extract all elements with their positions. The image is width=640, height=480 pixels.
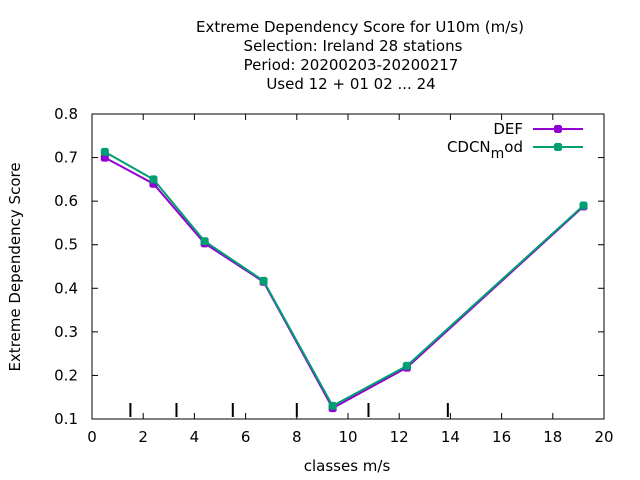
legend-label-cdcn-main: CDCN	[447, 138, 491, 156]
x-tick-label-10: 20	[594, 428, 613, 446]
series-layer	[100, 147, 588, 413]
legend-label-def: DEF	[493, 120, 523, 138]
y-axis: 0.1 0.2 0.3 0.4 0.5 0.6 0.7 0.8	[54, 105, 604, 428]
x-tick-label-4: 8	[292, 428, 302, 446]
legend-marker-cdcn	[554, 143, 562, 151]
legend-marker-point-0	[554, 125, 562, 133]
title-line-2: Selection: Ireland 28 stations	[244, 37, 463, 55]
y-tick-label-4: 0.5	[54, 236, 78, 254]
series-1	[100, 147, 588, 410]
legend-label-cdcn-sub: m	[491, 146, 505, 162]
series-1-point-6	[579, 201, 588, 210]
series-1-point-2	[200, 237, 209, 246]
plot-frame	[91, 113, 605, 420]
legend: DEF CDCNmod	[447, 120, 583, 162]
series-1-point-4	[328, 401, 337, 410]
series-1-line	[104, 151, 585, 408]
title-line-4: Used 12 + 01 02 ... 24	[266, 75, 435, 93]
x-tick-label-3: 6	[241, 428, 251, 446]
series-1-point-1	[149, 175, 158, 184]
series-1-point-5	[402, 361, 411, 370]
x-tick-label-6: 12	[390, 428, 409, 446]
x-tick-label-8: 16	[492, 428, 511, 446]
title-line-3: Period: 20200203-20200217	[244, 56, 459, 74]
x-tick-label-2: 4	[190, 428, 200, 446]
legend-marker-def	[554, 125, 562, 133]
x-axis: 0 2 4 6 8 10 12 14 16 18 20	[87, 114, 614, 446]
series-1-point-0	[100, 147, 109, 156]
x-tick-label-0: 0	[87, 428, 97, 446]
legend-label-cdcn-tail: od	[504, 138, 523, 156]
series-0-line	[104, 156, 585, 410]
chart-title: Extreme Dependency Score for U10m (m/s) …	[196, 18, 524, 93]
legend-marker-point-1	[554, 143, 562, 151]
title-line-1: Extreme Dependency Score for U10m (m/s)	[196, 18, 524, 36]
y-tick-label-6: 0.7	[54, 149, 78, 167]
series-1-point-3	[259, 276, 268, 285]
y-tick-label-2: 0.3	[54, 323, 78, 341]
y-tick-label-1: 0.2	[54, 366, 78, 384]
y-tick-label-0: 0.1	[54, 410, 78, 428]
x-tick-label-7: 14	[441, 428, 460, 446]
y-tick-label-7: 0.8	[54, 105, 78, 123]
legend-label-cdcn: CDCNmod	[447, 138, 523, 162]
x-tick-label-9: 18	[543, 428, 562, 446]
x-axis-label: classes m/s	[304, 457, 391, 475]
series-0	[100, 153, 588, 413]
y-axis-label: Extreme Dependency Score	[6, 162, 24, 371]
class-markers	[129, 403, 449, 417]
y-tick-label-5: 0.6	[54, 192, 78, 210]
x-tick-label-1: 2	[138, 428, 148, 446]
x-tick-label-5: 10	[338, 428, 357, 446]
y-tick-label-3: 0.4	[54, 279, 78, 297]
